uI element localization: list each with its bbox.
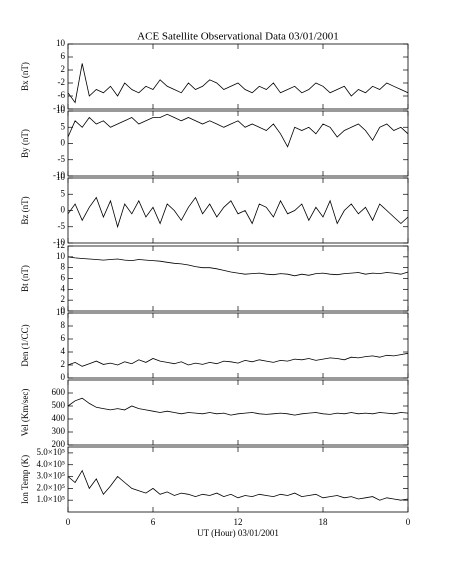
y-tick-label: 12 [56,240,65,250]
y-tick-label: 10 [56,251,66,261]
y-tick-label: 300 [52,426,66,436]
y-tick-label: -5 [58,154,66,164]
y-tick-label: 0 [61,138,66,148]
y-tick-label: 8 [61,320,66,330]
y-tick-label: 10 [56,38,66,48]
y-axis-label: Bt (nT) [20,265,30,292]
y-tick-label: 400 [52,413,66,423]
data-line [67,113,409,148]
data-line [67,397,409,416]
y-axis-label: Bz (nT) [20,196,30,224]
y-tick-label: -10 [53,103,65,113]
data-line [67,469,409,501]
y-tick-label: 0 [61,372,66,382]
y-tick-label: 4 [61,346,66,356]
x-tick-label: 12 [234,517,243,527]
y-tick-label: 10 [56,307,66,317]
y-tick-label: 500 [52,400,66,410]
y-tick-label: 0 [61,205,66,215]
panel-frame [67,446,409,513]
y-tick-label: 2 [61,359,66,369]
y-axis-label: Den (1/CC) [20,324,30,366]
x-tick-label: 18 [319,517,329,527]
y-tick-label: 6 [61,333,66,343]
y-tick-label: 2 [61,294,66,304]
y-axis-label: By (nT) [20,129,30,158]
y-tick-label: -6 [58,90,66,100]
x-axis-label: UT (Hour) 03/01/2001 [197,528,279,538]
data-line [67,352,409,367]
y-tick-label: 5 [61,188,66,198]
data-line [67,196,409,229]
panel-frame [67,379,409,446]
y-tick-label: 8 [61,262,66,272]
y-tick-label: -10 [53,237,65,247]
y-tick-label: 1.0×10⁵ [37,494,65,504]
y-axis-label: Vel (Km/sec) [20,389,30,437]
panel-frame [67,245,409,312]
y-tick-label: 10 [56,172,66,182]
chart-title: ACE Satellite Observational Data 03/01/2… [137,31,339,43]
x-tick-label: 6 [151,517,156,527]
y-tick-label: 4.0×10⁵ [37,459,65,469]
data-line [67,63,409,104]
y-tick-label: 600 [52,387,66,397]
y-tick-label: -10 [53,170,65,180]
y-tick-label: 6 [61,273,66,283]
y-tick-label: 10 [56,105,66,115]
x-tick-label: 0 [406,517,411,527]
y-axis-label: Bx (nT) [20,62,30,91]
y-tick-label: 200 [52,439,66,449]
y-tick-label: 0 [61,305,66,315]
y-tick-label: -5 [58,221,66,231]
panel-frame [67,177,409,244]
y-tick-label: 4 [61,283,66,293]
y-tick-label: 5 [61,121,66,131]
panel-frame [67,312,409,379]
y-tick-label: 2.0×10⁵ [37,482,65,492]
y-tick-label: 5.0×10⁵ [37,447,65,457]
y-axis-label: Ion Temp (K) [20,455,30,504]
data-line [67,256,409,277]
panel-frame [67,43,409,110]
y-tick-label: 2 [61,64,66,74]
y-tick-label: 6 [61,51,66,61]
y-tick-label: -2 [58,77,66,87]
x-tick-label: 0 [66,517,71,527]
y-tick-label: 3.0×10⁵ [37,471,65,481]
